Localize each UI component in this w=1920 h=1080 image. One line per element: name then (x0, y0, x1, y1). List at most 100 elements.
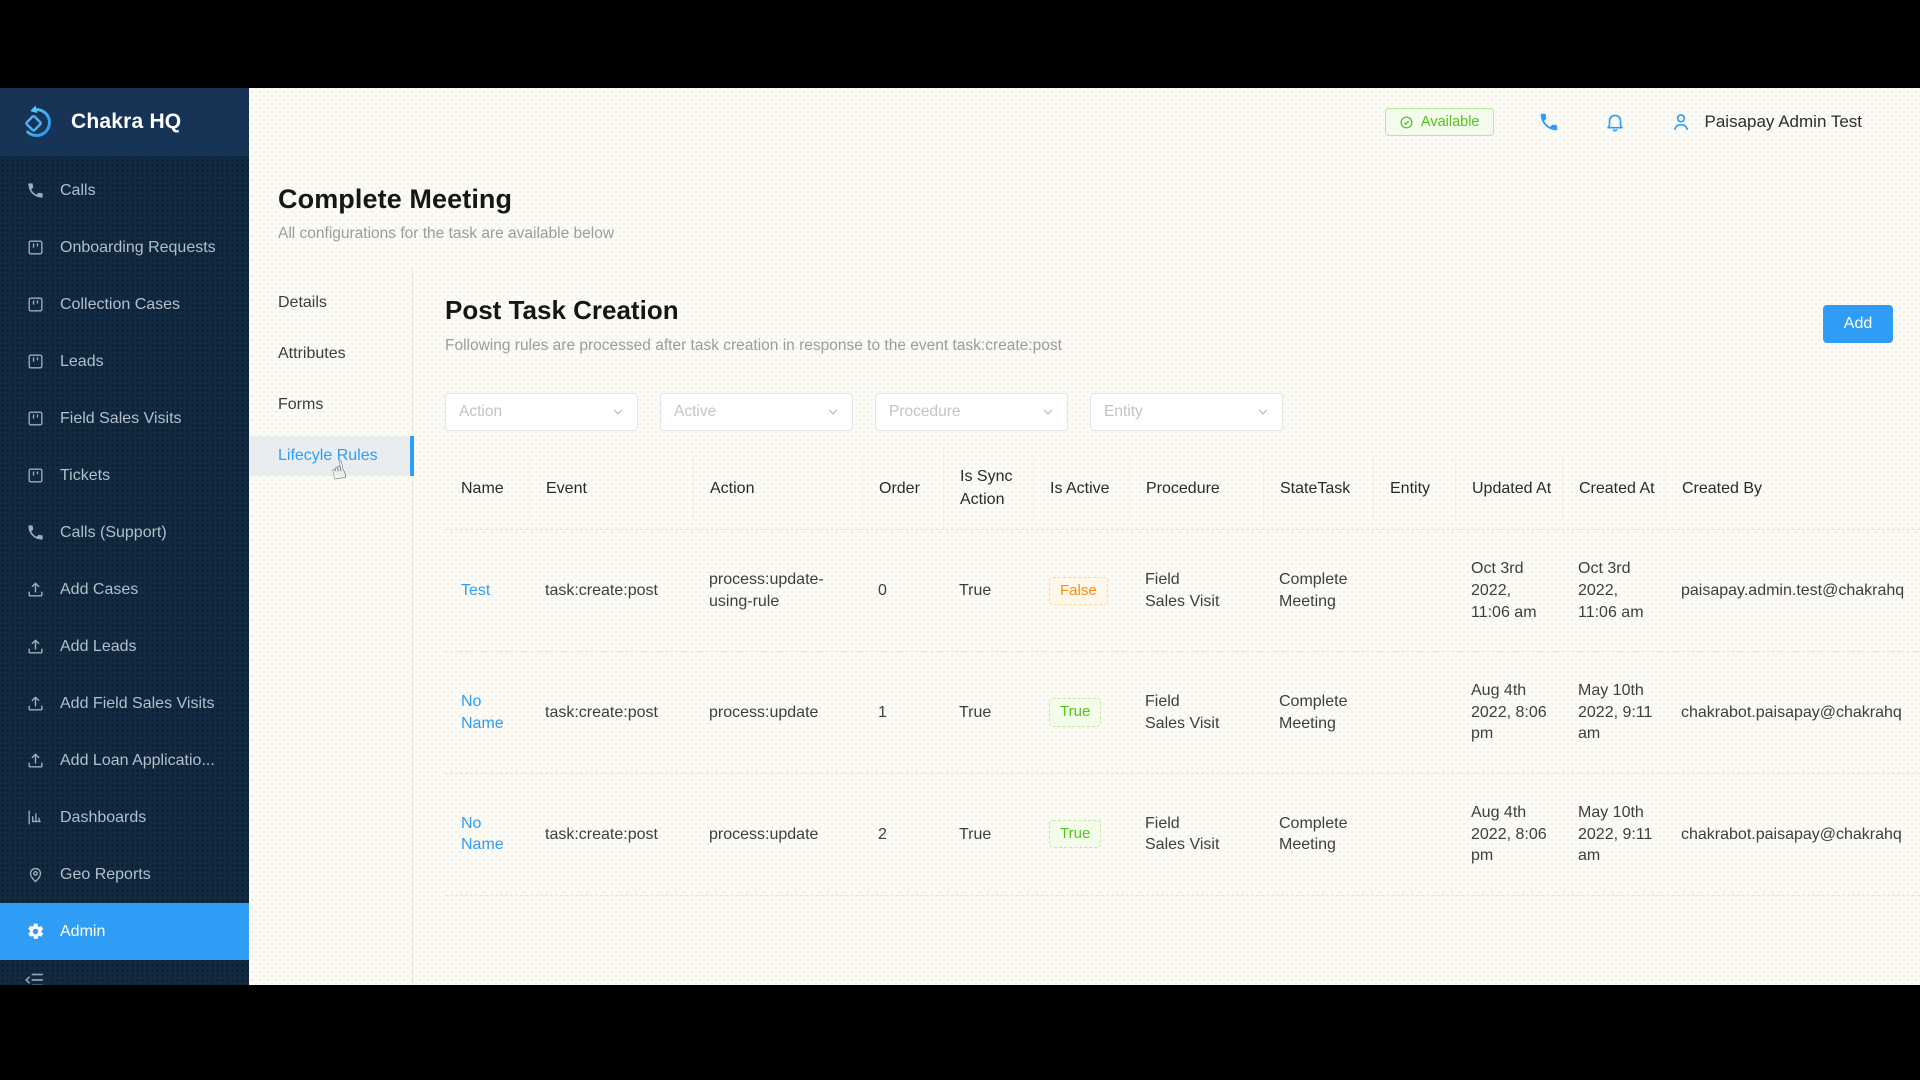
sidebar-item-add-field-sales-visits[interactable]: Add Field Sales Visits (0, 675, 249, 732)
sidebar-item-tickets[interactable]: Tickets (0, 447, 249, 504)
cell-statetask: Complete Meeting (1279, 571, 1348, 610)
sidebar: Chakra HQ Calls Onboarding Requests Coll… (0, 88, 249, 985)
sidebar-item-label: Add Loan Applicatio... (60, 751, 215, 769)
board-icon (26, 295, 45, 314)
sidebar-item-dashboards[interactable]: Dashboards (0, 789, 249, 846)
filter-select-entity[interactable]: Entity (1090, 393, 1283, 431)
user-menu[interactable]: Paisapay Admin Test (1670, 111, 1862, 134)
topbar: Available Paisapay Admin Test (249, 88, 1920, 156)
user-avatar-icon (1670, 111, 1693, 134)
column-header-action: Action (693, 458, 862, 518)
sidebar-item-leads[interactable]: Leads (0, 333, 249, 390)
page-subtitle: All configurations for the task are avai… (278, 225, 615, 242)
upload-icon (26, 580, 45, 599)
cell-event: task:create:post (545, 581, 658, 599)
tab-attributes[interactable]: Attributes (278, 345, 346, 362)
cell-order: 0 (878, 581, 887, 599)
phone-icon (26, 181, 45, 200)
cell-is-sync-action: True (959, 825, 992, 843)
upload-icon (26, 751, 45, 770)
sidebar-item-label: Onboarding Requests (60, 238, 216, 256)
sidebar-item-admin[interactable]: Admin (0, 903, 249, 960)
cell-entity (1373, 563, 1455, 619)
panel-subtitle: Following rules are processed after task… (445, 337, 1062, 354)
rules-table: Name Event Action Order Is Sync Action Is Act… (445, 447, 1920, 896)
check-circle-icon (1400, 115, 1413, 129)
cell-is-sync-action: True (959, 581, 992, 599)
phone-icon[interactable] (1538, 111, 1560, 133)
cell-action: process:update-using-rule (709, 571, 824, 610)
subnav: Details Attributes Forms Lifecyle Rules (249, 269, 414, 985)
cell-is-active: False (1033, 549, 1129, 633)
is-active-badge: True (1049, 698, 1102, 727)
panel-title: Post Task Creation (445, 295, 679, 325)
gear-icon (26, 922, 45, 941)
sidebar-item-label: Add Leads (60, 637, 137, 655)
filter-select-procedure[interactable]: Procedure (875, 393, 1068, 431)
sidebar-item-calls-support[interactable]: Calls (Support) (0, 504, 249, 561)
notifications-bell-icon[interactable] (1604, 111, 1626, 133)
filter-placeholder: Active (674, 403, 717, 420)
sidebar-item-label: Geo Reports (60, 865, 151, 883)
pin-icon (26, 865, 45, 884)
chakra-logo-icon (25, 105, 51, 137)
cell-order: 1 (878, 703, 887, 721)
column-header-event: Event (529, 458, 693, 518)
tab-forms[interactable]: Forms (278, 396, 324, 413)
cell-name[interactable]: No Name (461, 814, 504, 854)
cell-action: process:update (709, 825, 819, 843)
cell-name[interactable]: No Name (461, 692, 504, 732)
add-rule-button[interactable]: Add (1823, 305, 1893, 343)
sidebar-item-label: Field Sales Visits (60, 409, 182, 427)
column-header-procedure: Procedure (1129, 458, 1263, 518)
cell-updated-at: Oct 3rd 2022, 11:06 am (1471, 560, 1537, 621)
lifecycle-rules-panel: Post Task Creation Following rules are p… (413, 269, 1920, 985)
sidebar-item-label: Add Field Sales Visits (60, 694, 215, 712)
cell-statetask: Complete Meeting (1279, 692, 1348, 732)
cell-statetask: Complete Meeting (1279, 814, 1348, 854)
column-header-updated-at: Updated At (1455, 458, 1562, 518)
app-title: Chakra HQ (71, 110, 182, 133)
sidebar-item-add-leads[interactable]: Add Leads (0, 618, 249, 675)
sidebar-item-label: Dashboards (60, 808, 147, 826)
filter-select-active[interactable]: Active (660, 393, 853, 431)
column-header-created-by: Created By (1665, 458, 1920, 518)
cell-entity (1373, 685, 1455, 741)
cell-procedure: Field Sales Visit (1145, 814, 1220, 854)
sidebar-item-calls[interactable]: Calls (0, 162, 249, 219)
sidebar-item-label: Leads (60, 352, 104, 370)
sidebar-item-add-cases[interactable]: Add Cases (0, 561, 249, 618)
cell-updated-at: Aug 4th 2022, 8:06 pm (1471, 682, 1547, 743)
table-header-row: Name Event Action Order Is Sync Action Is Act… (445, 447, 1920, 531)
board-icon (26, 352, 45, 371)
sidebar-collapse-icon[interactable] (24, 969, 46, 985)
filter-placeholder: Action (459, 403, 503, 420)
sidebar-item-label: Collection Cases (60, 295, 181, 313)
sidebar-item-field-sales-visits[interactable]: Field Sales Visits (0, 390, 249, 447)
sidebar-item-label: Calls (Support) (60, 523, 167, 541)
cell-action: process:update (709, 703, 819, 721)
cell-created-at: May 10th 2022, 9:11 am (1578, 803, 1653, 865)
sidebar-item-add-loan-applicatio[interactable]: Add Loan Applicatio... (0, 732, 249, 789)
status-badge[interactable]: Available (1384, 108, 1494, 136)
column-header-order: Order (862, 458, 943, 518)
board-icon (26, 409, 45, 428)
cell-procedure: Field Sales Visit (1145, 571, 1220, 610)
chart-icon (26, 808, 45, 827)
sidebar-item-geo-reports[interactable]: Geo Reports (0, 846, 249, 903)
sidebar-item-collection-cases[interactable]: Collection Cases (0, 276, 249, 333)
cell-name[interactable]: Test (461, 581, 491, 599)
table-row: Test task:create:post process:update-using… (445, 530, 1920, 653)
app-logo[interactable]: Chakra HQ (0, 88, 249, 156)
cell-is-active: True (1033, 792, 1129, 876)
column-header-is-sync-action: Is Sync Action (943, 447, 1033, 530)
tab-details[interactable]: Details (278, 294, 327, 311)
column-header-name: Name (461, 479, 504, 497)
cell-created-at: May 10th 2022, 9:11 am (1578, 682, 1653, 743)
chevron-down-icon (1043, 409, 1053, 415)
filter-placeholder: Entity (1104, 403, 1143, 420)
tab-lifecyle-rules[interactable]: Lifecyle Rules (249, 436, 414, 476)
filter-select-action[interactable]: Action (445, 393, 638, 431)
sidebar-item-onboarding-requests[interactable]: Onboarding Requests (0, 219, 249, 276)
cell-is-active: True (1033, 670, 1129, 754)
